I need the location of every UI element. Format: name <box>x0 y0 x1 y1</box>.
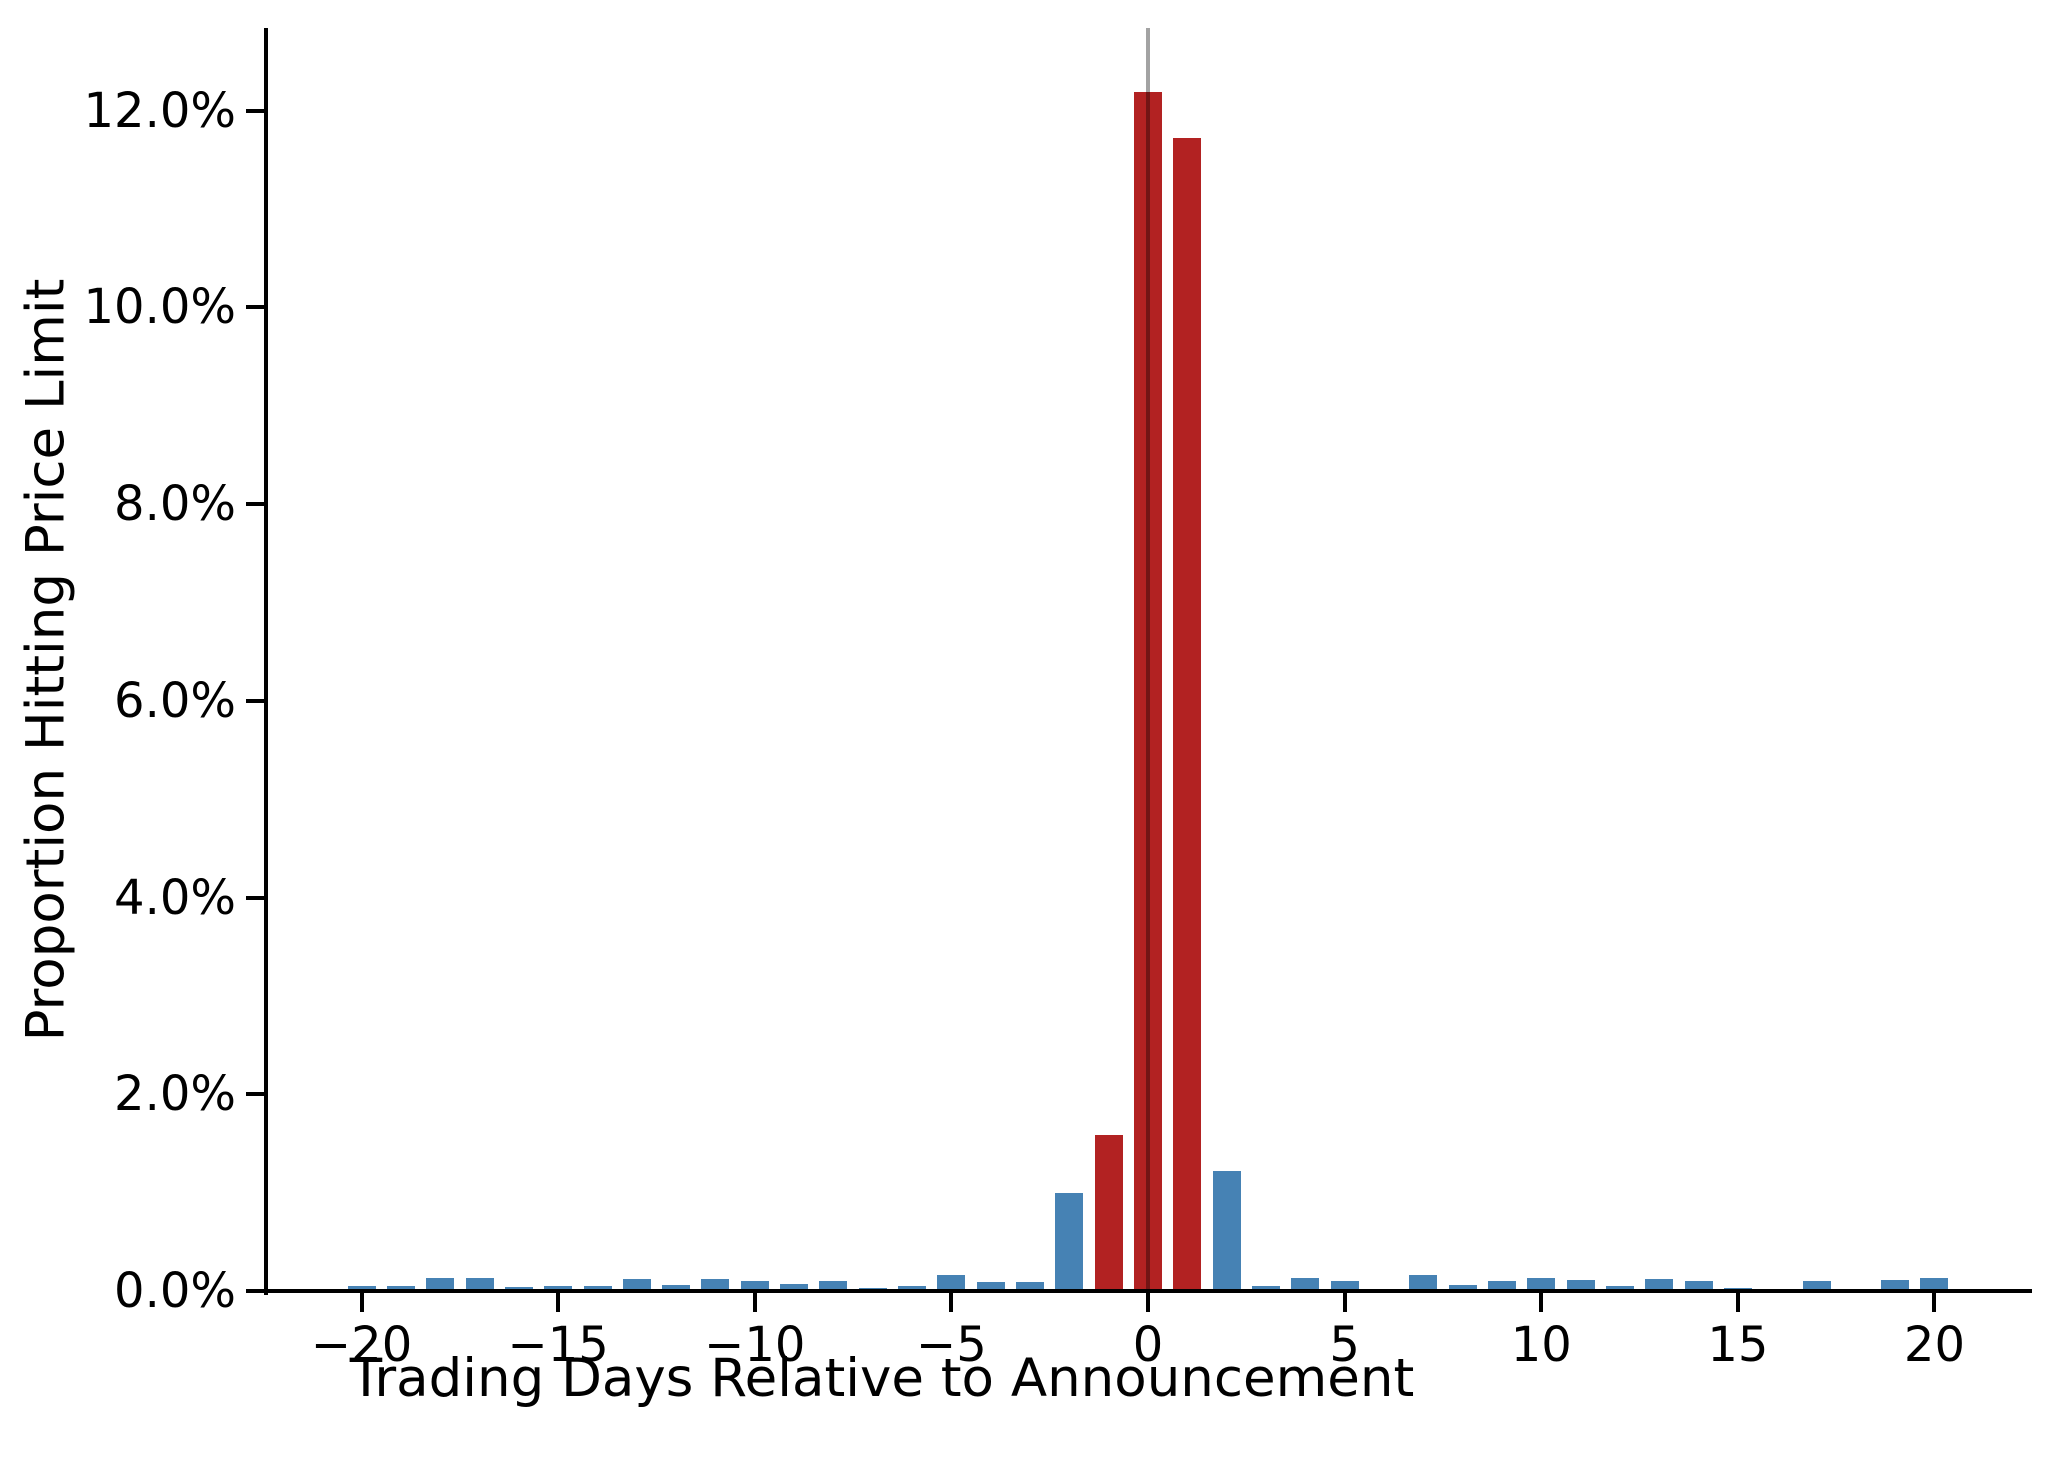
bar-day-7 <box>1409 1275 1438 1291</box>
y-tick-label: 12.0% <box>83 82 236 139</box>
x-tick-label: −10 <box>704 1317 806 1373</box>
bar-day-4 <box>1291 1278 1320 1291</box>
y-tick-mark <box>246 1289 264 1293</box>
y-tick-label: 4.0% <box>114 869 236 926</box>
bar-day--12 <box>662 1285 691 1291</box>
bar-day--19 <box>386 1286 415 1291</box>
y-axis-spine <box>264 28 268 1295</box>
bar-day--6 <box>898 1286 927 1291</box>
y-tick-label: 0.0% <box>114 1263 236 1319</box>
bar-day--8 <box>819 1281 848 1291</box>
bar-day--15 <box>544 1286 573 1291</box>
bar-day--14 <box>583 1286 612 1291</box>
y-tick-mark <box>246 895 264 900</box>
y-tick-mark <box>246 698 264 703</box>
bar-day--17 <box>465 1278 494 1291</box>
x-axis-spine <box>264 1289 2032 1293</box>
x-axis-label: Trading Days Relative to Announcement <box>349 1348 1415 1409</box>
x-tick-label: −20 <box>310 1317 413 1373</box>
bar-day-8 <box>1448 1285 1477 1291</box>
bar-day-20 <box>1920 1278 1949 1291</box>
plot-area: 0.0% 2.0% 4.0% 6.0% 8.0% 10.0% 12.0% −20 −15 −10−… <box>84 28 2032 1369</box>
x-tick-mark <box>752 1293 757 1312</box>
x-tick-mark <box>1146 1293 1151 1312</box>
bar-day--20 <box>347 1286 376 1291</box>
x-tick-mark <box>1539 1293 1544 1312</box>
x-tick-mark <box>359 1293 364 1312</box>
bar-day--18 <box>426 1278 455 1291</box>
bar-day-2 <box>1212 1170 1241 1291</box>
x-tick-mark <box>1932 1293 1937 1312</box>
y-tick-label: 6.0% <box>114 672 236 729</box>
bar-day-3 <box>1252 1286 1280 1291</box>
x-tick-mark <box>1735 1293 1740 1312</box>
bar-day--5 <box>937 1275 966 1291</box>
bar-day--3 <box>1016 1282 1045 1291</box>
x-tick-label: 15 <box>1707 1317 1769 1373</box>
y-axis-label: Proportion Hitting Price Limit <box>15 278 77 1042</box>
x-tick-label: 20 <box>1903 1317 1966 1373</box>
bar-day--4 <box>976 1282 1005 1291</box>
y-tick-mark <box>246 108 264 113</box>
x-tick-label: −15 <box>507 1317 609 1373</box>
x-tick-label: −5 <box>916 1317 987 1373</box>
announcement-day-vline <box>1146 28 1151 1291</box>
bar-day-12 <box>1605 1286 1634 1291</box>
y-tick-label: 8.0% <box>114 476 236 533</box>
bar-day-13 <box>1645 1279 1674 1291</box>
y-tick-mark <box>246 502 264 507</box>
y-tick-label: 2.0% <box>114 1066 236 1123</box>
x-tick-mark <box>949 1293 954 1312</box>
bar-day--2 <box>1055 1192 1084 1291</box>
bar-day-1 <box>1173 138 1202 1291</box>
bar-day-19 <box>1881 1280 1910 1291</box>
bar-day--11 <box>701 1279 730 1291</box>
bar-day--1 <box>1094 1134 1123 1291</box>
bar-day--13 <box>622 1279 651 1291</box>
bar-day-14 <box>1684 1281 1713 1291</box>
y-tick-mark <box>246 1092 264 1097</box>
x-tick-mark <box>556 1293 561 1312</box>
bar-day-9 <box>1487 1281 1516 1291</box>
bar-day-17 <box>1802 1281 1831 1291</box>
bar-day-5 <box>1330 1281 1359 1291</box>
y-tick-label: 10.0% <box>83 279 236 336</box>
x-tick-label: 0 <box>1132 1317 1164 1373</box>
x-tick-label: 5 <box>1329 1317 1360 1373</box>
bar-day-10 <box>1527 1278 1556 1291</box>
x-tick-mark <box>1342 1293 1347 1312</box>
y-tick-mark <box>246 305 264 310</box>
bar-day--9 <box>780 1284 809 1291</box>
bar-day-11 <box>1566 1280 1595 1291</box>
bar-day-0 <box>1134 91 1163 1291</box>
bar-day--10 <box>740 1281 769 1291</box>
x-tick-label: 10 <box>1510 1317 1572 1373</box>
